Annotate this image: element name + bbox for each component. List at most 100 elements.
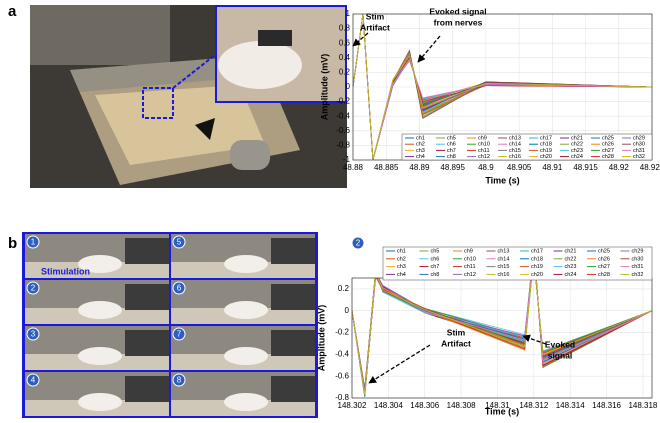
legend-label: ch18 — [531, 256, 543, 262]
legend-label: ch13 — [498, 248, 510, 254]
x-tick-label: 48.88 — [343, 163, 364, 172]
y-tick-label: -0.6 — [335, 371, 349, 380]
legend-label: ch29 — [633, 135, 645, 141]
legend-label: ch31 — [633, 148, 645, 154]
legend-label: ch19 — [540, 148, 552, 154]
legend-label: ch10 — [478, 142, 490, 148]
legend-label: ch15 — [509, 148, 521, 154]
y-tick-label: 0 — [346, 82, 351, 91]
legend-label: ch8 — [431, 272, 440, 278]
annotation: Stim — [447, 327, 466, 337]
trace — [352, 278, 652, 395]
legend-label: ch5 — [447, 135, 456, 141]
frame-number: 3 — [31, 330, 36, 339]
legend-label: ch27 — [602, 148, 614, 154]
legend-label: ch16 — [509, 154, 521, 160]
legend-label: ch1 — [416, 135, 425, 141]
photo-wall — [271, 376, 315, 402]
legend-label: ch32 — [633, 154, 645, 160]
legend-label: ch26 — [602, 142, 614, 148]
legend-label: ch9 — [478, 135, 487, 141]
legend-label: ch6 — [431, 256, 440, 262]
x-tick-label: 148.304 — [374, 401, 403, 410]
y-tick-label: 0.4 — [339, 53, 351, 62]
legend-label: ch26 — [598, 256, 610, 262]
panel-label: b — [8, 235, 17, 252]
frame-number: 6 — [177, 284, 182, 293]
frame-badge — [172, 373, 186, 387]
frame-badge — [26, 327, 40, 341]
y-tick-label: 0.2 — [339, 68, 351, 77]
y-tick-label: 0.6 — [339, 38, 351, 47]
photo-wall — [125, 238, 169, 264]
chart-marker: 2 — [356, 239, 361, 248]
annotation: Artifact — [360, 22, 390, 32]
legend-label: ch30 — [632, 256, 644, 262]
frame-number: 2 — [31, 284, 36, 293]
y-tick-label: -0.8 — [336, 141, 350, 150]
x-tick-label: 48.89 — [409, 163, 430, 172]
traces — [352, 278, 652, 397]
legend-label: ch27 — [598, 264, 610, 270]
x-tick-label: 148.308 — [447, 401, 476, 410]
traces — [353, 14, 652, 160]
legend-label: ch28 — [602, 154, 614, 160]
y-tick-label: -0.2 — [335, 328, 349, 337]
legend-label: ch12 — [478, 154, 490, 160]
x-tick-label: 148.302 — [338, 401, 367, 410]
x-tick-label: 148.306 — [410, 401, 439, 410]
legend-label: ch9 — [464, 248, 473, 254]
annotation-arrow — [522, 334, 547, 345]
legend-label: ch8 — [447, 154, 456, 160]
chart-badge — [351, 236, 365, 250]
y-tick-label: 0.2 — [338, 284, 350, 293]
photo-wall — [271, 330, 315, 356]
legend-label: ch2 — [416, 142, 425, 148]
legend-label: ch22 — [571, 142, 583, 148]
x-tick-label: 148.312 — [519, 401, 548, 410]
legend-label: ch21 — [565, 248, 577, 254]
frame-badge — [26, 373, 40, 387]
legend-label: ch28 — [598, 272, 610, 278]
frame-number: 7 — [177, 330, 182, 339]
x-tick-label: 148.31 — [485, 401, 510, 410]
legend-label: ch5 — [431, 248, 440, 254]
photo-wall — [125, 284, 169, 310]
annotation: Stim — [366, 11, 385, 21]
legend-label: ch32 — [632, 272, 644, 278]
x-tick-label: 48.885 — [374, 163, 399, 172]
legend-label: ch29 — [632, 248, 644, 254]
y-axis-label: Amplitude (mV) — [319, 54, 329, 121]
frame-number: 4 — [31, 376, 36, 385]
trace — [353, 14, 652, 160]
rat — [78, 301, 122, 319]
legend-label: ch7 — [431, 264, 440, 270]
rat — [78, 347, 122, 365]
legend-label: ch16 — [498, 272, 510, 278]
x-tick-label: 48.915 — [573, 163, 598, 172]
x-axis-label: Time (s) — [485, 406, 519, 416]
legend-label: ch31 — [632, 264, 644, 270]
x-tick-label: 48.9 — [478, 163, 494, 172]
y-axis-label: Amplitude (mV) — [316, 305, 326, 372]
legend-label: ch3 — [416, 148, 425, 154]
y-tick-label: 1 — [346, 9, 351, 18]
x-tick-label: 48.91 — [542, 163, 563, 172]
legend-label: ch4 — [416, 154, 425, 160]
frame-badge — [26, 235, 40, 249]
frame-badge — [26, 281, 40, 295]
rat — [78, 393, 122, 411]
y-tick-label: -0.4 — [335, 349, 349, 358]
annotation: Evoked — [545, 339, 575, 349]
legend-label: ch21 — [571, 135, 583, 141]
legend-box — [382, 246, 653, 281]
y-tick-label: -0.6 — [336, 126, 350, 135]
x-tick-label: 48.925 — [640, 163, 660, 172]
x-axis-label: Time (s) — [485, 175, 519, 185]
photo-wall — [271, 284, 315, 310]
legend-label: ch24 — [571, 154, 583, 160]
y-tick-label: -0.4 — [336, 111, 350, 120]
legend-label: ch14 — [509, 142, 521, 148]
y-tick-label: -1 — [343, 155, 351, 164]
